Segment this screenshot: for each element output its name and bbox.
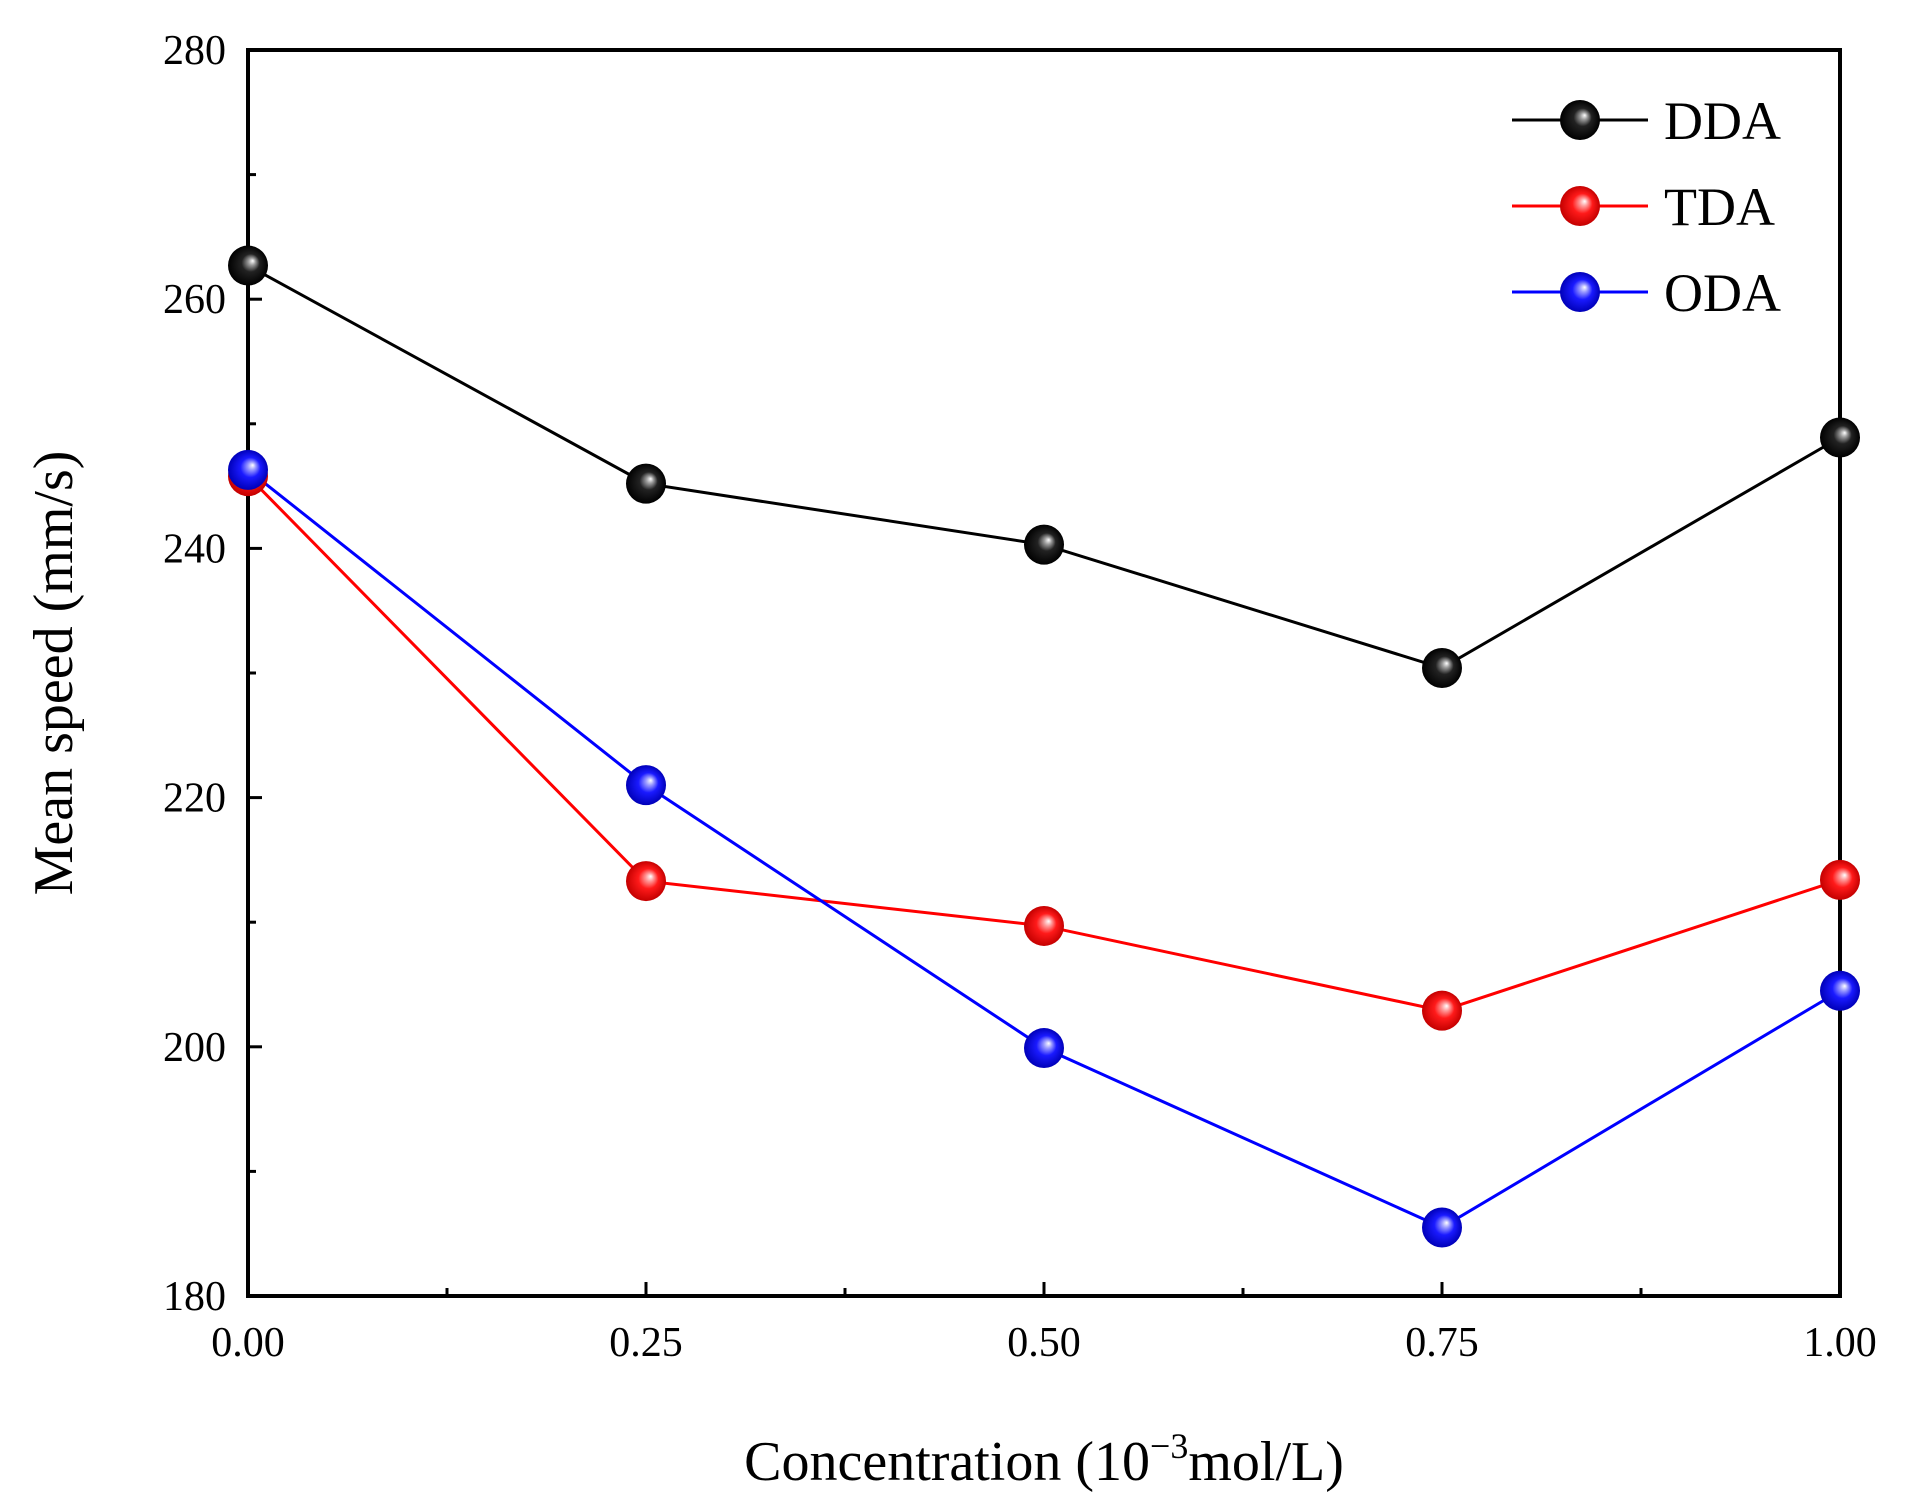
x-axis-title-exponent: −3	[1150, 1426, 1188, 1466]
y-tick-label: 200	[163, 1025, 226, 1071]
data-point-dda	[626, 463, 666, 504]
legend: DDA TDA ODA	[1512, 91, 1781, 323]
y-axis-title: Mean speed (mm/s)	[23, 451, 85, 896]
legend-marker-tda	[1560, 186, 1600, 226]
y-tick-label: 240	[163, 526, 226, 572]
x-tick-label: 0.00	[211, 1320, 285, 1366]
data-point-oda	[1820, 970, 1860, 1011]
x-tick-label: 0.50	[1007, 1320, 1081, 1366]
x-tick-label: 0.25	[609, 1320, 683, 1366]
legend-marker-oda	[1560, 272, 1600, 312]
series-line-oda	[247, 468, 1841, 1230]
data-point-oda	[1422, 1207, 1462, 1248]
legend-item-tda: TDA	[1512, 177, 1775, 237]
legend-item-dda: DDA	[1512, 91, 1781, 151]
legend-label-tda: TDA	[1664, 177, 1775, 237]
legend-marker-dda	[1560, 100, 1600, 140]
data-point-tda	[1820, 859, 1860, 900]
legend-label-dda: DDA	[1664, 91, 1781, 151]
y-tick-label: 280	[163, 28, 226, 74]
y-tick-label: 260	[163, 277, 226, 323]
data-point-oda	[228, 449, 268, 490]
series-line-dda	[247, 264, 1841, 670]
y-axis-ticks: 180 200 220 240 260 280	[163, 28, 262, 1320]
x-axis-title-suffix: mol/L)	[1188, 1431, 1344, 1493]
plot-frame	[246, 48, 1842, 1298]
x-axis-ticks: 0.00 0.25 0.50 0.75 1.00	[211, 1282, 1877, 1366]
data-point-tda	[626, 861, 666, 902]
data-point-dda	[1422, 648, 1462, 689]
data-point-dda	[228, 245, 268, 286]
data-point-dda	[1820, 417, 1860, 458]
series-markers	[228, 245, 1860, 1248]
y-tick-label: 220	[163, 776, 226, 822]
data-point-tda	[1422, 990, 1462, 1031]
legend-item-oda: ODA	[1512, 263, 1781, 323]
data-point-oda	[626, 765, 666, 806]
data-point-dda	[1024, 524, 1064, 565]
series-lines	[246, 264, 1841, 1230]
x-tick-label: 1.00	[1803, 1320, 1877, 1366]
data-point-oda	[1024, 1028, 1064, 1069]
x-axis-title: Concentration (10−3mol/L)	[744, 1426, 1344, 1493]
data-point-tda	[1024, 905, 1064, 946]
y-tick-label: 180	[163, 1274, 226, 1320]
x-tick-label: 0.75	[1405, 1320, 1479, 1366]
legend-label-oda: ODA	[1664, 263, 1781, 323]
